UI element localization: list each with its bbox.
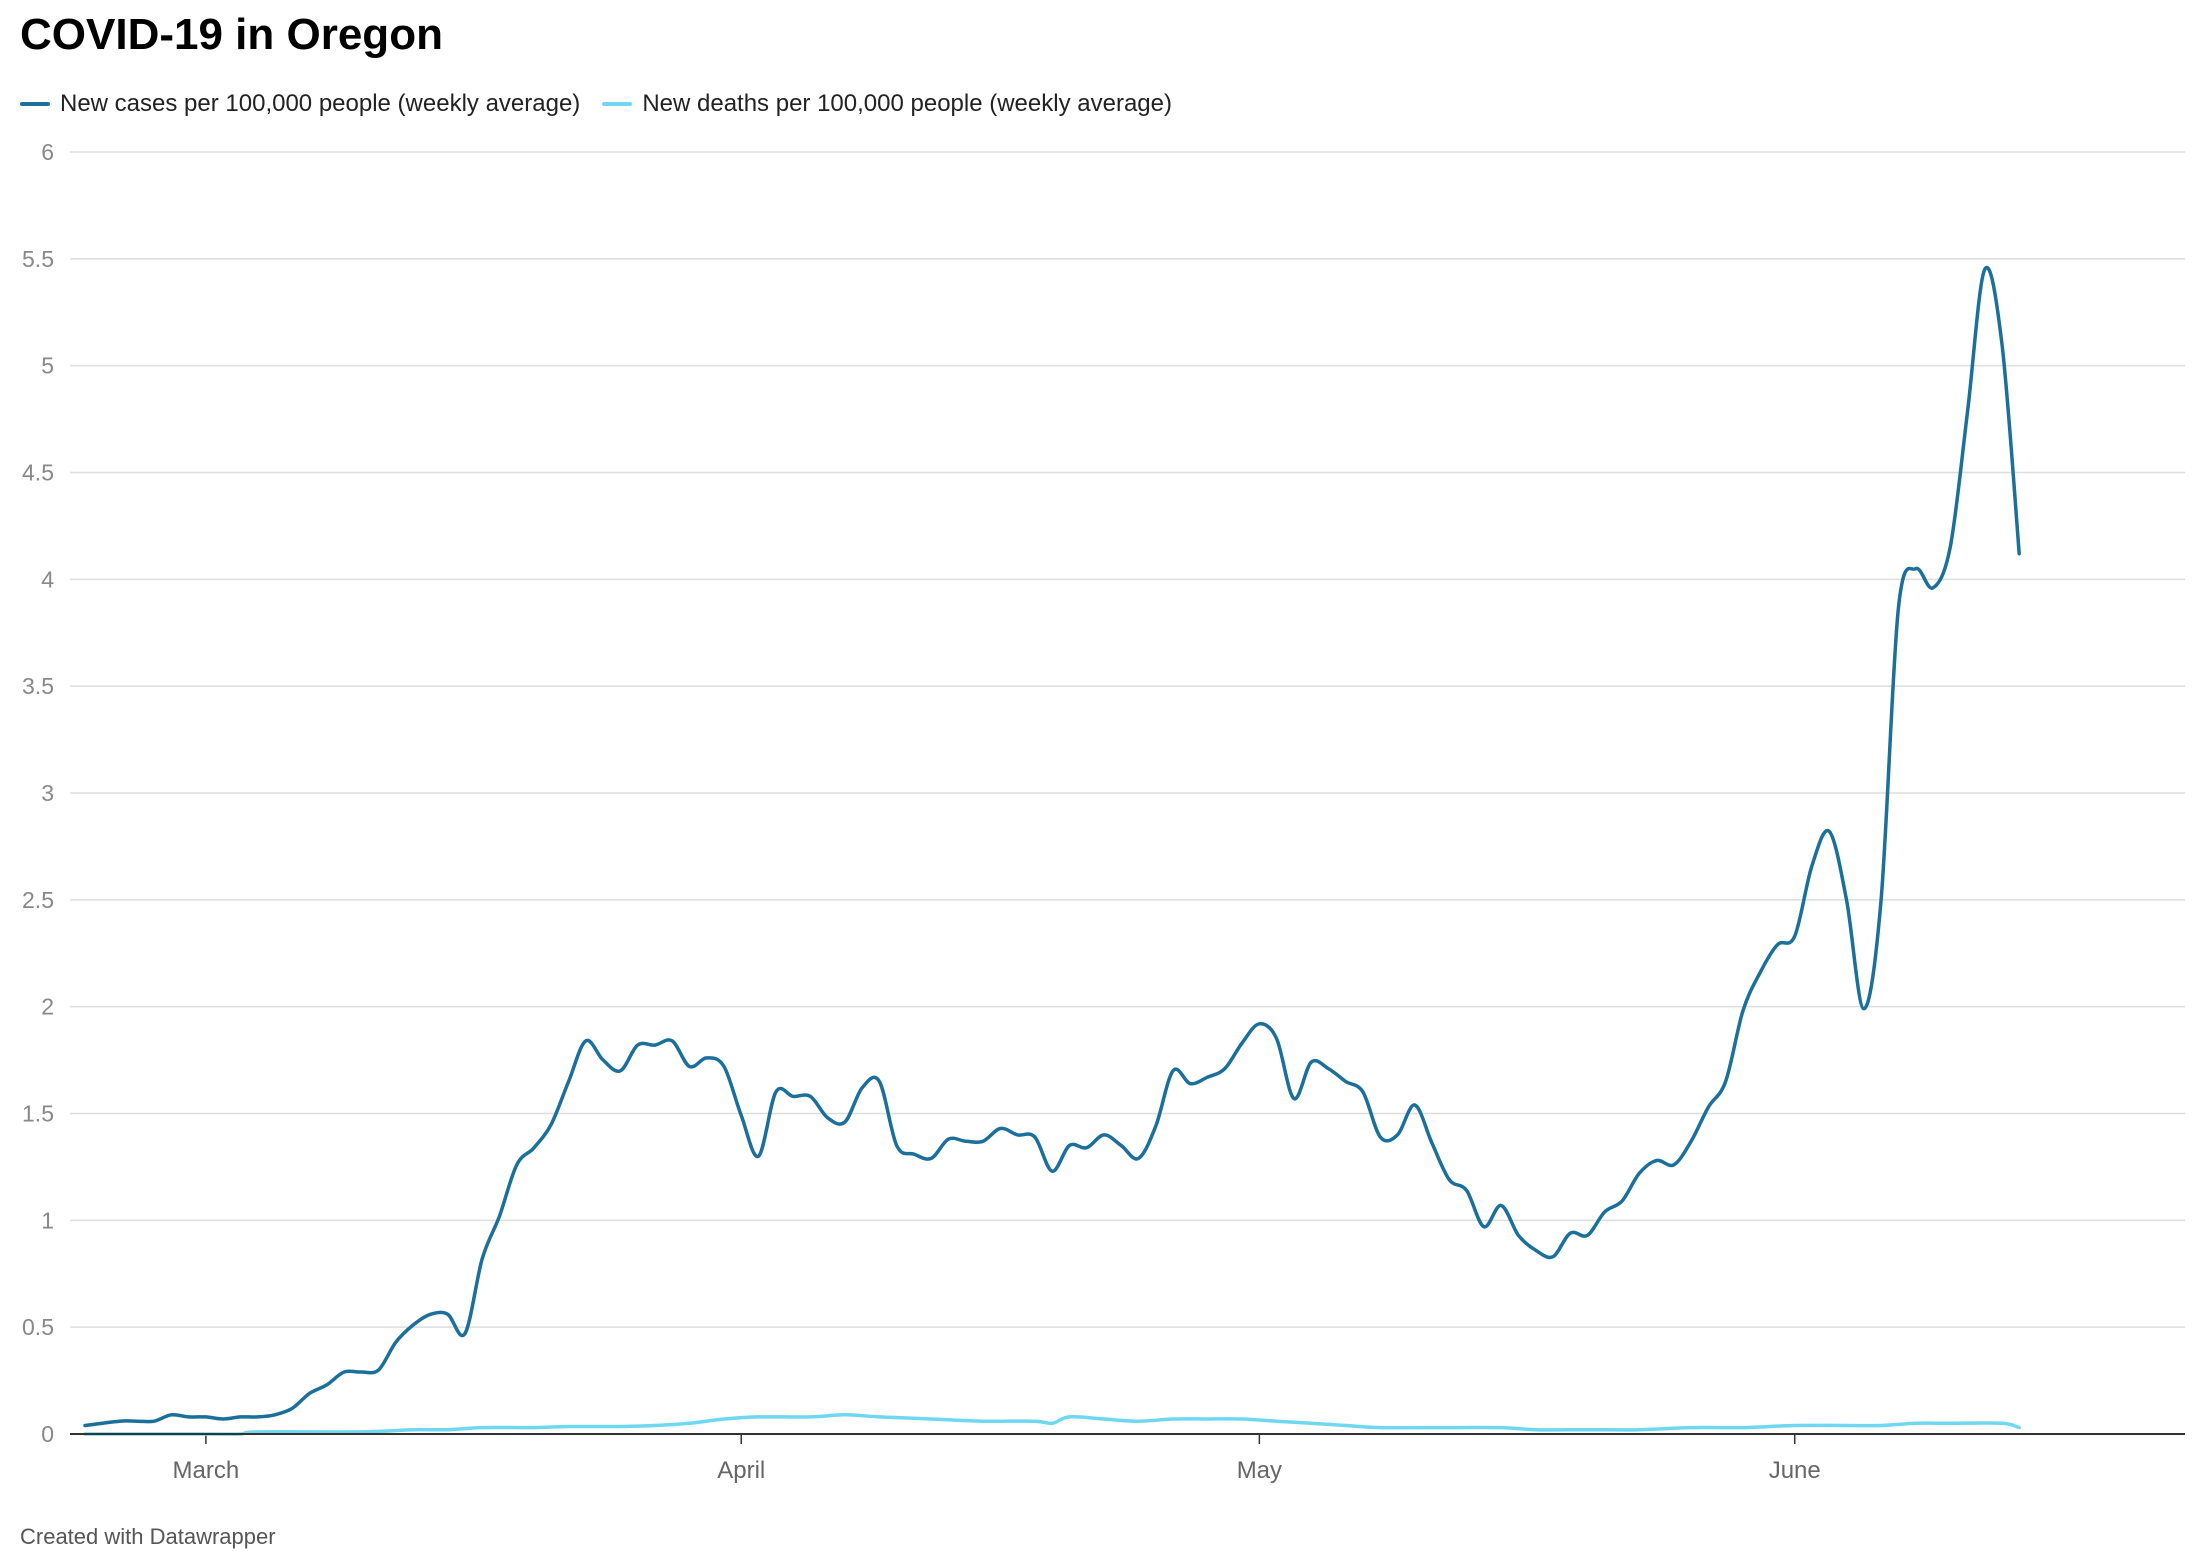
footer-credit: Created with Datawrapper [20, 1524, 276, 1549]
x-axis-ticks: March April May June [173, 1434, 1821, 1484]
x-tick-label: May [1237, 1457, 1282, 1484]
y-tick-label: 5 [41, 353, 54, 379]
y-tick-label: 2 [41, 994, 54, 1020]
grid-lines [70, 151, 2185, 1328]
legend-swatch-deaths [602, 102, 633, 106]
series-lines [83, 265, 2021, 1436]
x-tick-label: April [717, 1457, 765, 1484]
series-line-cases [83, 265, 2021, 1428]
y-tick-label: 0.5 [22, 1314, 54, 1340]
y-tick-label: 4 [41, 566, 54, 592]
y-tick-label: 0 [41, 1421, 54, 1447]
legend-item-cases: New cases per 100,000 people (weekly ave… [20, 90, 580, 118]
series-line-deaths [83, 1413, 2021, 1436]
y-tick-label: 2.5 [22, 887, 54, 913]
y-tick-label: 1 [41, 1207, 54, 1233]
y-tick-label: 4.5 [22, 460, 54, 486]
y-tick-label: 5.5 [22, 246, 54, 272]
y-tick-label: 6 [41, 139, 54, 165]
legend-swatch-cases [20, 102, 50, 106]
x-tick-label: March [173, 1457, 240, 1484]
y-tick-label: 3 [41, 780, 54, 806]
y-axis-ticks: 0 0.5 1 1.5 2 2.5 3 3.5 4 4.5 5 5.5 6 [22, 139, 54, 1447]
y-tick-label: 1.5 [22, 1101, 54, 1127]
y-tick-label: 3.5 [22, 673, 54, 699]
legend-item-deaths: New deaths per 100,000 people (weekly av… [602, 90, 1172, 118]
legend-label-cases: New cases per 100,000 people (weekly ave… [60, 90, 581, 117]
chart-legend: New cases per 100,000 people (weekly ave… [20, 90, 1194, 118]
legend-label-deaths: New deaths per 100,000 people (weekly av… [642, 90, 1172, 117]
chart-title: COVID-19 in Oregon [20, 10, 443, 59]
x-tick-label: June [1769, 1457, 1821, 1484]
